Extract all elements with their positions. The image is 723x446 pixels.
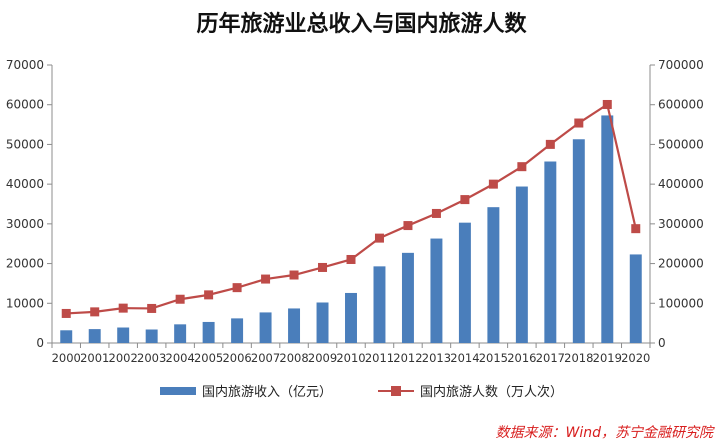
bar [117,327,130,343]
x-tick-label: 2001 [80,351,109,365]
line-layer [61,99,641,318]
bar [544,161,557,343]
y-right-tick-label: 0 [658,336,666,350]
visitors-point [488,179,498,189]
labels-layer: 0100002000030000400005000060000700000100… [6,58,704,365]
x-tick-label: 2002 [109,351,138,365]
visitors-point [431,208,441,218]
x-tick-label: 2009 [308,351,337,365]
bar [145,329,158,343]
x-tick-label: 2016 [507,351,536,365]
y-left-tick-label: 20000 [6,257,44,271]
y-right-tick-label: 100000 [658,296,704,310]
y-left-tick-label: 70000 [6,58,44,72]
legend-item-visitors: 国内旅游人数（万人次） [378,381,563,400]
bar [487,207,500,343]
x-tick-label: 2010 [336,351,365,365]
y-left-tick-label: 0 [36,336,44,350]
x-tick-label: 2019 [593,351,622,365]
visitors-point [602,99,612,109]
x-tick-label: 2012 [393,351,422,365]
visitors-point [90,307,100,317]
legend-item-income: 国内旅游收入（亿元） [159,381,332,400]
visitors-point [61,308,71,318]
legend-bar-swatch [159,386,196,395]
x-tick-label: 2017 [536,351,565,365]
chart-title: 历年旅游业总收入与国内旅游人数 [196,11,527,37]
bar [345,292,357,343]
visitors-point [147,303,157,313]
bar [572,139,585,343]
x-tick-label: 2008 [279,351,308,365]
legend-label-income: 国内旅游收入（亿元） [201,385,332,400]
x-tick-label: 2006 [222,351,251,365]
visitors-point [318,262,328,272]
y-left-tick-label: 30000 [6,217,44,231]
bar [231,318,244,343]
visitors-point [374,233,384,243]
y-left-tick-label: 50000 [6,137,44,151]
visitors-point [517,162,527,172]
visitors-point [289,270,299,280]
x-tick-label: 2018 [564,351,593,365]
y-left-tick-label: 10000 [6,296,44,310]
visitors-point [631,224,641,234]
y-right-tick-label: 400000 [658,177,704,191]
visitors-point [574,118,584,128]
x-tick-label: 2007 [251,351,280,365]
y-right-tick-label: 500000 [658,137,704,151]
visitors-point [204,290,214,300]
visitors-point [403,221,413,231]
x-tick-label: 2020 [621,351,650,365]
bars-layer [60,115,642,344]
x-tick-label: 2004 [166,351,195,365]
bar [202,321,215,343]
y-right-tick-label: 600000 [658,98,704,112]
bar [174,324,187,343]
bar [401,252,414,343]
x-tick-label: 2013 [422,351,451,365]
x-tick-label: 2011 [365,351,394,365]
visitors-point [545,139,555,149]
visitors-point [232,283,242,293]
y-left-tick-label: 40000 [6,177,44,191]
legend-label-visitors: 国内旅游人数（万人次） [420,385,564,400]
bar [88,329,101,343]
visitors-point [346,254,356,264]
bar [60,330,73,343]
bar [316,302,329,343]
bar [629,254,642,343]
y-right-tick-label: 300000 [658,217,704,231]
visitors-point [460,195,470,205]
bar [601,115,614,344]
visitors-point [175,294,185,304]
visitors-point [118,303,128,313]
bar [515,186,528,343]
bar [458,222,471,343]
y-right-tick-label: 700000 [658,58,704,72]
source-note: 数据来源：Wind，苏宁金融研究院 [495,425,714,441]
y-right-tick-label: 200000 [658,257,704,271]
x-tick-label: 2015 [479,351,508,365]
legend-line-swatch [378,385,414,396]
legend: 国内旅游收入（亿元） 国内旅游人数（万人次） [0,381,723,400]
y-left-tick-label: 60000 [6,98,44,112]
visitors-point [261,274,271,284]
bar [373,266,386,343]
x-tick-label: 2000 [52,351,81,365]
x-tick-label: 2003 [137,351,166,365]
x-tick-label: 2005 [194,351,223,365]
x-tick-label: 2014 [450,351,479,365]
bar [288,308,301,343]
bar [259,312,272,343]
bar [430,238,443,343]
